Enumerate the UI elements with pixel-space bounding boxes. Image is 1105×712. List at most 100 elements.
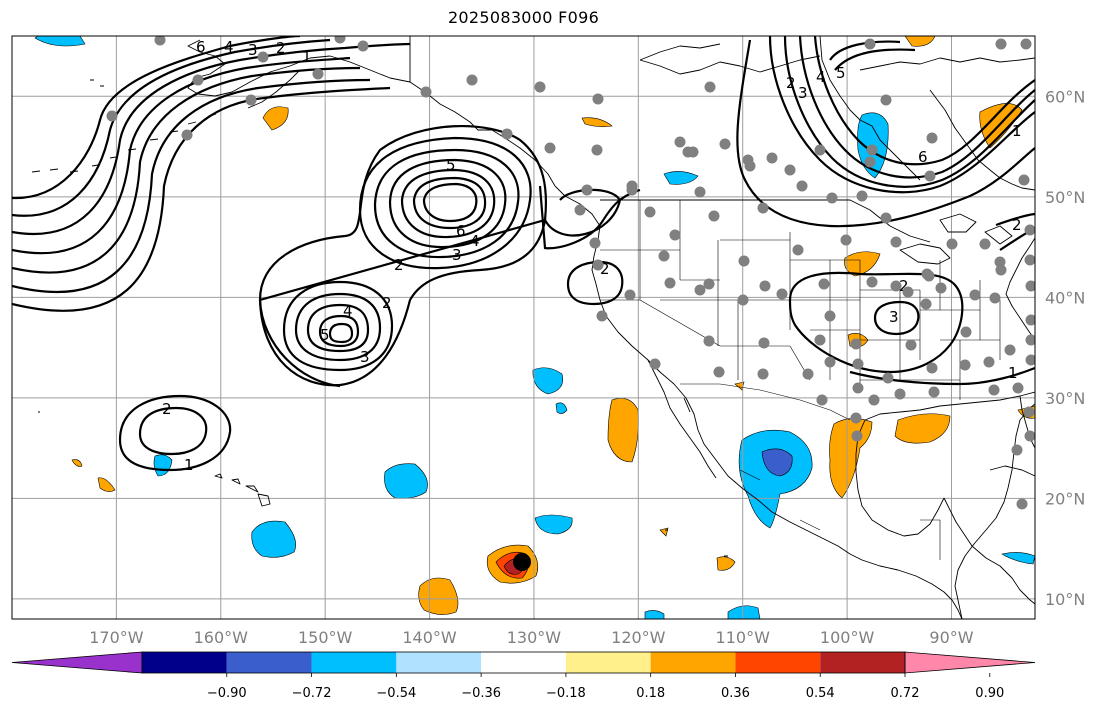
station-dot [866, 144, 878, 156]
contour-label: 4 [224, 38, 234, 56]
contour-line [813, 36, 1035, 166]
station-dot [928, 386, 940, 398]
station-dot [708, 210, 720, 222]
contour-line [258, 299, 341, 388]
station-dot [1025, 354, 1035, 366]
station-dot [1020, 38, 1032, 50]
contour-label: 1 [1012, 122, 1022, 140]
positive-anomaly-patch [262, 106, 289, 131]
contour-line [138, 406, 208, 456]
station-dot [814, 144, 826, 156]
contour-label: 5 [836, 64, 846, 82]
contour-line [12, 38, 331, 217]
negative-anomaly-patch [644, 610, 665, 619]
latitude-tick-label: 10°N [1045, 590, 1085, 609]
mexico-borders [680, 383, 941, 560]
contour-label: 2 [1012, 216, 1022, 234]
station-dot [864, 38, 876, 50]
colorbar: −0.90 −0.72 −0.54 −0.36 −0.18 0.18 0.36 0.54 0.7… [11, 651, 1036, 701]
contour-line [282, 280, 394, 372]
station-dot [466, 74, 478, 86]
station-dot [983, 356, 995, 368]
contour-label: 4 [470, 232, 480, 250]
contour-line [12, 36, 301, 200]
station-dot [596, 310, 608, 322]
station-dot [544, 142, 556, 154]
negative-anomaly-patch [663, 171, 699, 185]
great-lakes [899, 213, 1013, 265]
contour-line [412, 176, 487, 230]
station-dot [1018, 174, 1030, 186]
arctic-coast [639, 43, 1035, 75]
station-dot [757, 368, 769, 380]
station-dot [694, 284, 706, 296]
station-dot [420, 86, 432, 98]
positive-anomaly-patch [716, 556, 736, 571]
latitude-tick-label: 60°N [1045, 87, 1085, 106]
latitude-tick-label: 20°N [1045, 489, 1085, 508]
contour-line [873, 300, 920, 336]
station-dot [796, 180, 808, 192]
station-dot [501, 128, 513, 140]
colorbar-cell [820, 652, 905, 673]
latitude-tick-label: 40°N [1045, 288, 1085, 307]
station-dot [245, 94, 257, 106]
station-dot [1016, 498, 1028, 510]
station-dot [814, 334, 826, 346]
contour-label: 2 [394, 256, 404, 274]
station-dot [1025, 280, 1035, 292]
negative-anomaly-patch [251, 520, 296, 558]
station-dot [592, 93, 604, 105]
negative-anomaly-patch [384, 463, 428, 499]
station-dot [649, 358, 661, 370]
contour-label: 2 [786, 74, 796, 92]
station-dot [946, 238, 958, 250]
station-dot [1004, 344, 1016, 356]
contour-line [566, 260, 624, 306]
longitude-tick-label: 160°W [194, 628, 249, 647]
longitude-tick-label: 110°W [716, 628, 771, 647]
station-dot [1024, 224, 1035, 236]
contour-label: 6 [456, 222, 466, 240]
contour-label: 3 [889, 308, 899, 326]
contour-line [318, 314, 360, 348]
station-dot [1011, 444, 1023, 456]
colorbar-tick-label: 0.18 [636, 686, 665, 701]
station-dot [818, 278, 830, 290]
station-dot [890, 236, 902, 248]
station-dot [154, 36, 166, 46]
contour-line [12, 42, 411, 235]
negative-anomaly-patch [532, 367, 563, 395]
station-dot [882, 372, 894, 384]
plot-frame [11, 35, 1036, 620]
contour-label: 5 [320, 326, 330, 344]
map-title: 2025083000 F096 [447, 8, 600, 27]
colorbar-cell [735, 652, 821, 673]
colorbar-tick-label: −0.18 [546, 686, 586, 701]
station-dot [694, 186, 706, 198]
contour-line [849, 366, 1035, 386]
contour-line [736, 39, 1035, 228]
station-dot [574, 204, 586, 216]
contour-label: 2 [382, 294, 392, 312]
colorbar-tick-label: 0.54 [806, 686, 835, 701]
station-dot [979, 238, 991, 250]
positive-anomaly-patch [97, 477, 116, 492]
central-america [943, 497, 1035, 605]
coastlines-and-borders [31, 36, 1035, 619]
station-dot [704, 81, 716, 93]
station-dot [713, 366, 725, 378]
station-dot [703, 335, 715, 347]
station-dot [719, 138, 731, 150]
contour-label: 4 [816, 68, 826, 86]
contour-line [768, 36, 1035, 194]
colorbar-frame [141, 651, 906, 674]
gulf-coast [855, 391, 1035, 619]
cuba [989, 465, 1035, 477]
station-dot [880, 212, 892, 224]
colorbar-extend-low [11, 651, 143, 674]
longitude-tick-label: 140°W [402, 628, 457, 647]
contour-line [118, 394, 232, 472]
station-dot [802, 368, 814, 380]
